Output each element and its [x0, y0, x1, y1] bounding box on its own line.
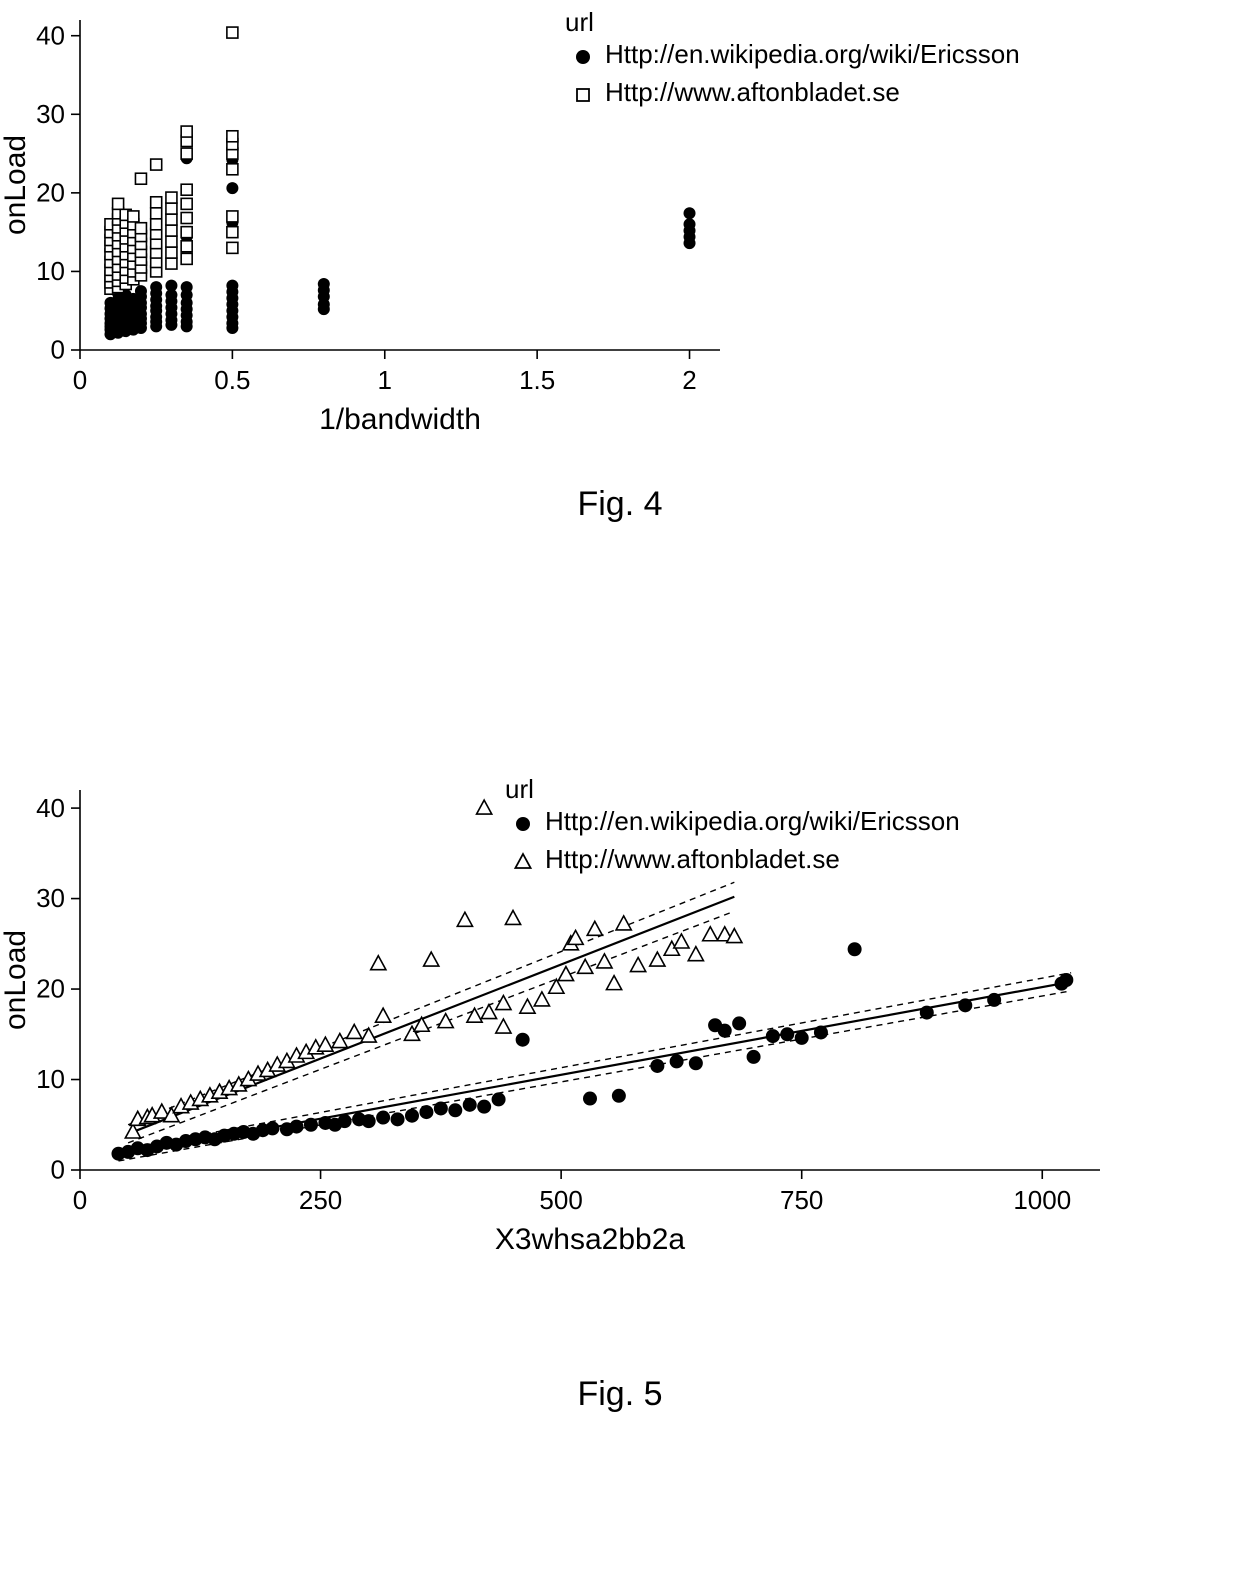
fig4-block: 00.511.520102030401/bandwidthonLoadurlHt… — [0, 0, 1240, 560]
svg-text:250: 250 — [299, 1185, 342, 1215]
svg-text:Http://www.aftonbladet.se: Http://www.aftonbladet.se — [545, 844, 840, 874]
svg-text:Http://www.aftonbladet.se: Http://www.aftonbladet.se — [605, 77, 900, 107]
svg-text:onLoad: onLoad — [0, 135, 32, 235]
fig4-caption: Fig. 4 — [0, 485, 1240, 524]
svg-text:0: 0 — [73, 365, 87, 395]
svg-text:500: 500 — [539, 1185, 582, 1215]
svg-text:40: 40 — [36, 20, 65, 50]
fig5-chart: 0 250 500 750 1000 0 10 20 30 40 X3whsa2bb2a onLoad… — [0, 770, 1240, 1300]
svg-text:750: 750 — [780, 1185, 823, 1215]
svg-text:onLoad: onLoad — [0, 930, 32, 1030]
svg-text:X3whsa2bb2a: X3whsa2bb2a — [495, 1223, 685, 1256]
svg-text:0: 0 — [73, 1185, 87, 1215]
svg-text:1: 1 — [378, 365, 392, 395]
svg-text:1.5: 1.5 — [519, 365, 555, 395]
svg-text:Http://en.wikipedia.org/wiki/E: Http://en.wikipedia.org/wiki/Ericsson — [545, 806, 960, 836]
svg-text:10: 10 — [36, 1064, 65, 1094]
svg-text:url: url — [565, 7, 594, 37]
svg-text:10: 10 — [36, 256, 65, 286]
svg-text:20: 20 — [36, 178, 65, 208]
svg-text:1/bandwidth: 1/bandwidth — [319, 403, 481, 436]
svg-text:Http://en.wikipedia.org/wiki/E: Http://en.wikipedia.org/wiki/Ericsson — [605, 39, 1020, 69]
svg-text:url: url — [505, 774, 534, 804]
svg-text:20: 20 — [36, 974, 65, 1004]
svg-text:30: 30 — [36, 99, 65, 129]
fig5-block: 0 250 500 750 1000 0 10 20 30 40 X3whsa2bb2a onLoad… — [0, 770, 1240, 1390]
svg-text:30: 30 — [36, 883, 65, 913]
page: 00.511.520102030401/bandwidthonLoadurlHt… — [0, 0, 1240, 1575]
svg-text:2: 2 — [682, 365, 696, 395]
fig4-chart: 00.511.520102030401/bandwidthonLoadurlHt… — [0, 0, 1240, 480]
svg-text:0: 0 — [51, 335, 65, 365]
fig5-caption: Fig. 5 — [0, 1375, 1240, 1414]
svg-text:0: 0 — [51, 1155, 65, 1185]
svg-text:1000: 1000 — [1013, 1185, 1071, 1215]
svg-text:0.5: 0.5 — [214, 365, 250, 395]
svg-text:40: 40 — [36, 793, 65, 823]
